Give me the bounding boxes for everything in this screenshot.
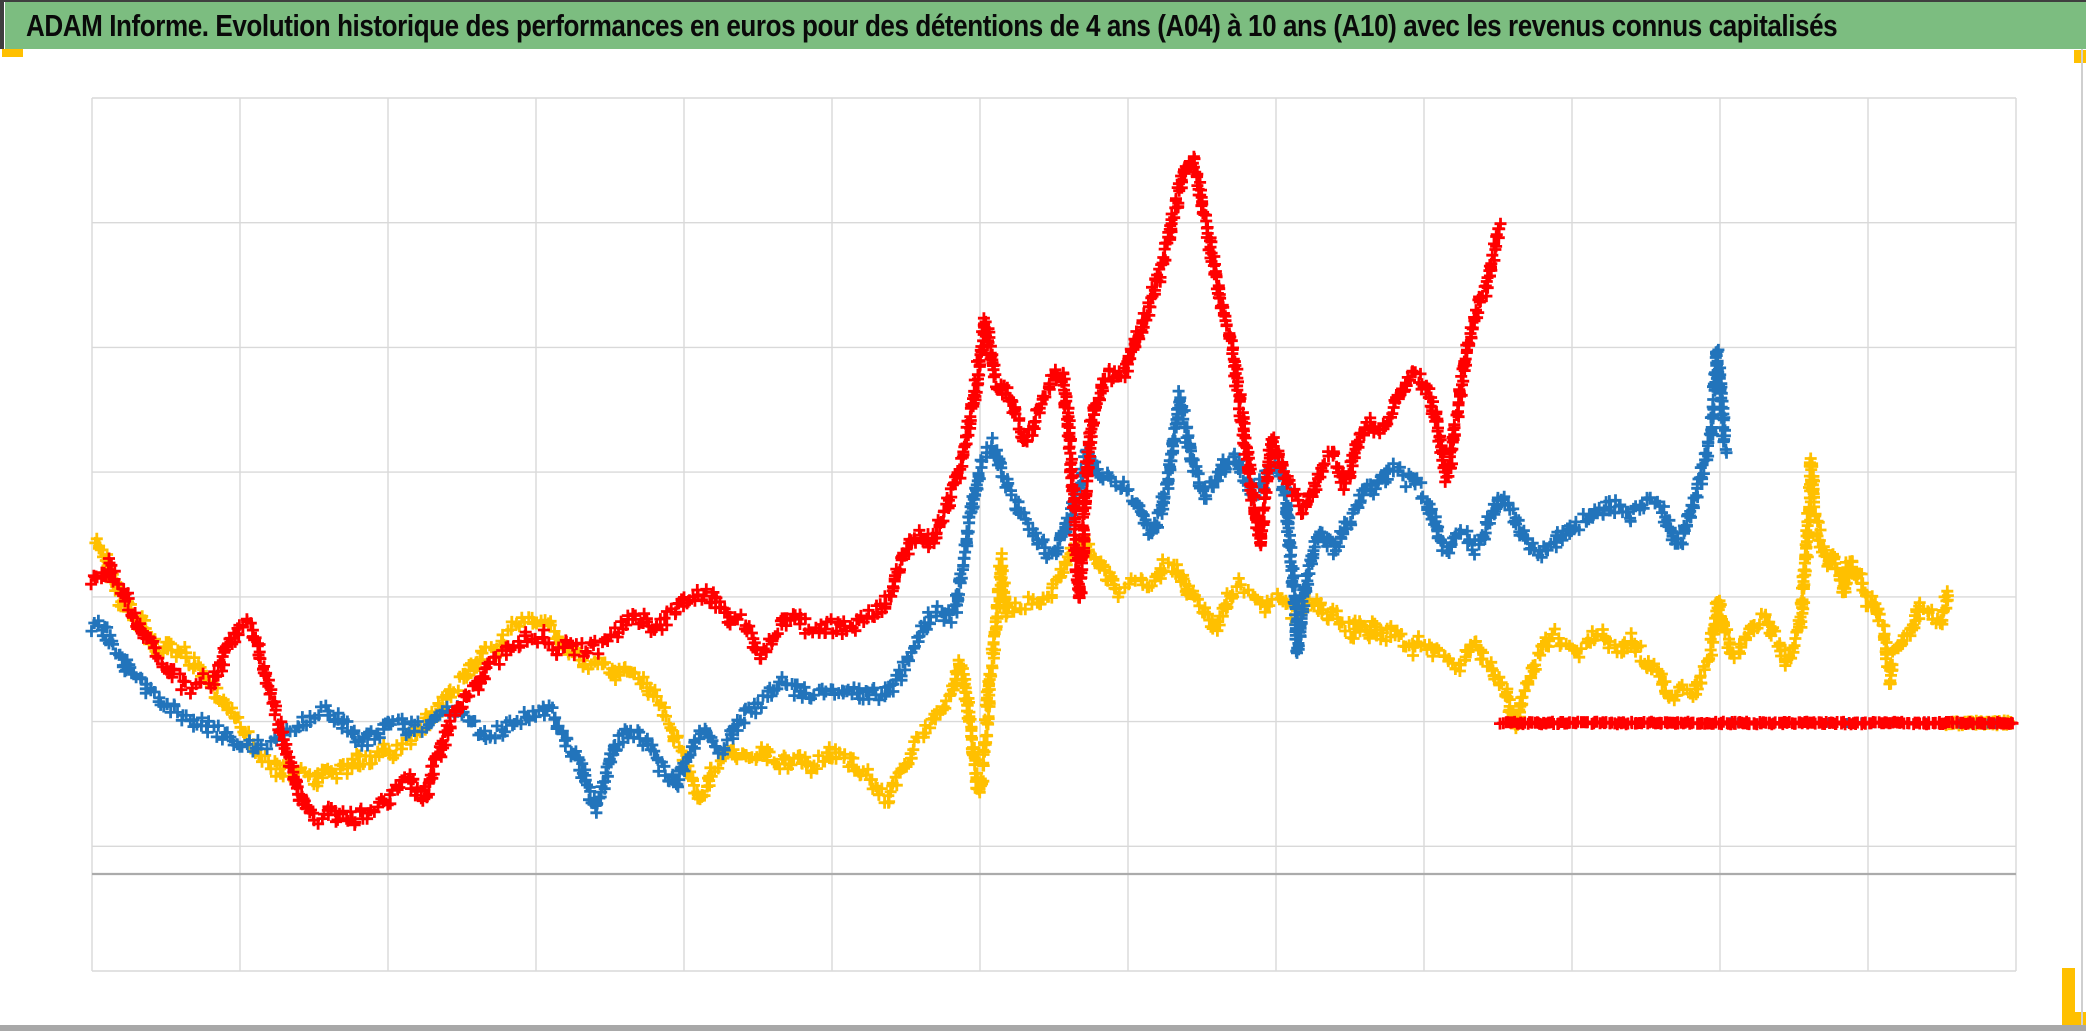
chart-title-bar: ADAM Informe. Evolution historique des p… [5,2,2086,49]
red-series-flat-tail [1494,715,2019,731]
accent-bottom-right-vertical [2062,968,2075,1025]
yellow-series [89,452,1954,809]
gridlines [91,97,2017,972]
accent-top-left [2,49,23,57]
chart-title-text: ADAM Informe. Evolution historique des p… [26,7,1838,43]
window-top-edge [0,0,2086,2]
accent-top-right [2074,50,2086,63]
blue-series [85,343,1733,819]
sheet-right-frame-line [2081,49,2083,1025]
accent-bottom-right-horizontal [2062,1012,2086,1025]
window-left-edge [0,0,4,49]
red-series [85,150,1507,831]
window-bottom-bar [0,1025,2086,1031]
